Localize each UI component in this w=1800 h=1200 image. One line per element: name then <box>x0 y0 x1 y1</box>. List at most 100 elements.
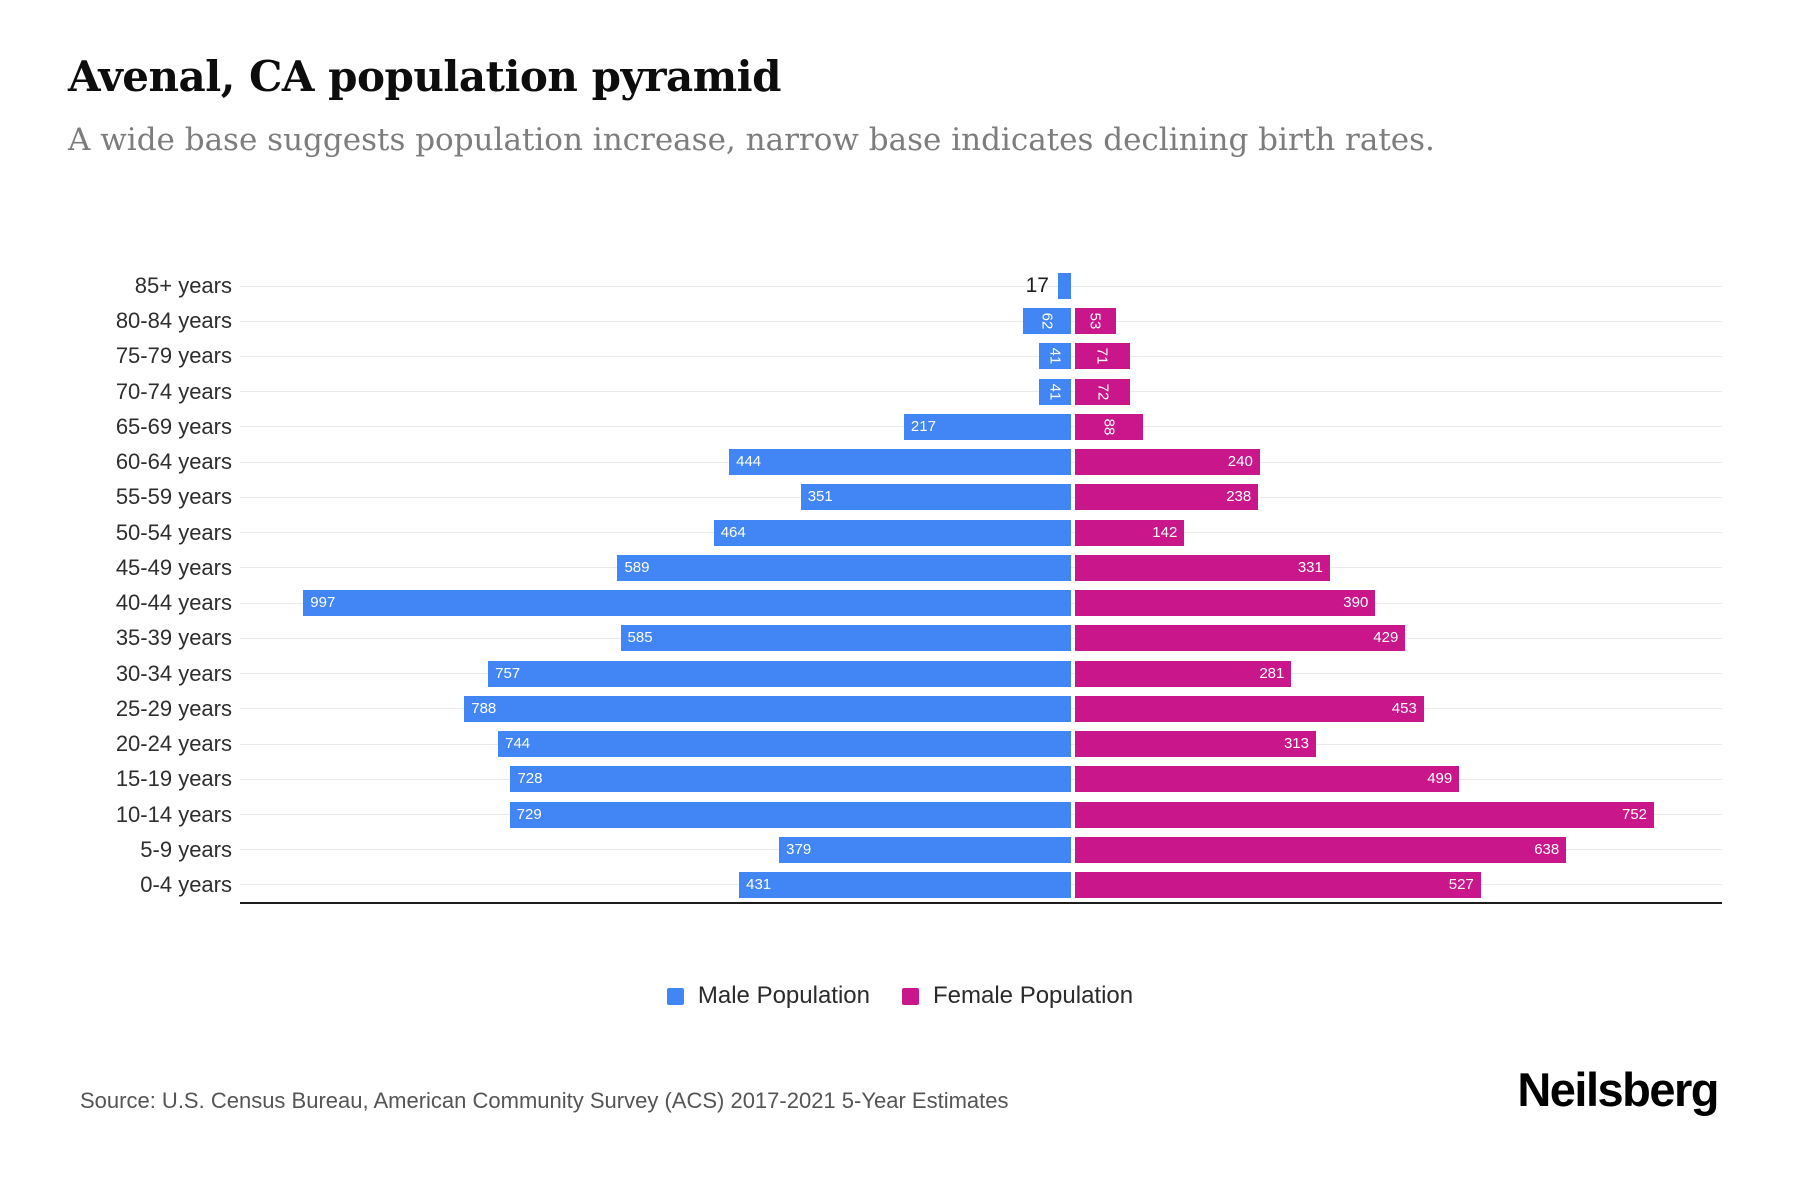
age-group-label: 35-39 years <box>115 625 232 651</box>
male-value-label: 788 <box>471 699 497 717</box>
male-value-label: 464 <box>720 523 746 541</box>
female-value-label: 238 <box>1226 488 1252 506</box>
gridline <box>240 391 1722 393</box>
male-bar[interactable]: 728 <box>510 766 1071 793</box>
gridline <box>240 355 1722 357</box>
male-bar[interactable]: 444 <box>729 449 1071 476</box>
female-bar[interactable]: 638 <box>1075 836 1567 863</box>
chart-title: Avenal, CA population pyramid <box>68 52 781 101</box>
female-bar[interactable]: 453 <box>1075 695 1424 722</box>
male-value-label: 351 <box>807 488 833 506</box>
male-bar[interactable]: 41 <box>1039 378 1071 405</box>
brand-logo: Neilsberg <box>1517 1063 1719 1116</box>
age-group-label: 65-69 years <box>115 413 232 439</box>
female-bar[interactable]: 53 <box>1075 308 1116 335</box>
female-swatch-icon <box>902 987 919 1005</box>
male-value-label: 62 <box>1038 312 1056 330</box>
age-group-label: 60-64 years <box>115 449 232 475</box>
female-bar[interactable]: 313 <box>1075 731 1316 758</box>
chart-legend: Male Population Female Population <box>0 982 1800 1010</box>
male-swatch-icon <box>666 987 684 1005</box>
male-value-label: 589 <box>624 558 650 576</box>
female-bar[interactable]: 429 <box>1075 625 1406 652</box>
female-value-label: 527 <box>1448 875 1474 893</box>
age-group-label: 30-34 years <box>115 660 232 686</box>
legend-male-label: Male Population <box>697 982 870 1009</box>
legend-item-female[interactable]: Female Population <box>902 982 1133 1010</box>
female-bar[interactable]: 142 <box>1075 519 1185 546</box>
age-group-label: 45-49 years <box>115 554 232 580</box>
female-bar[interactable]: 71 <box>1075 343 1130 370</box>
female-bar[interactable]: 390 <box>1075 590 1376 617</box>
male-value-label: 431 <box>746 875 772 893</box>
female-bar[interactable]: 72 <box>1075 378 1131 405</box>
female-bar[interactable]: 238 <box>1075 484 1259 511</box>
gridline <box>240 285 1722 287</box>
age-group-label: 40-44 years <box>115 590 232 616</box>
female-bar[interactable]: 240 <box>1075 449 1260 476</box>
male-bar[interactable]: 744 <box>498 731 1071 758</box>
male-value-label: 41 <box>1046 383 1064 401</box>
male-bar[interactable]: 431 <box>739 871 1071 898</box>
female-bar[interactable]: 499 <box>1075 766 1460 793</box>
chart-subtitle: A wide base suggests population increase… <box>68 122 1435 158</box>
x-axis-line <box>240 901 1722 904</box>
age-group-label: 55-59 years <box>115 484 232 510</box>
female-value-label: 429 <box>1373 629 1399 647</box>
male-value-label: 444 <box>736 453 762 471</box>
male-bar[interactable]: 589 <box>617 554 1071 581</box>
legend-female-label: Female Population <box>933 982 1134 1009</box>
male-bar[interactable]: 729 <box>509 801 1071 828</box>
male-value-label: 729 <box>516 805 542 823</box>
male-bar[interactable]: 464 <box>713 519 1071 546</box>
female-value-label: 53 <box>1086 312 1104 330</box>
female-value-label: 71 <box>1093 348 1111 365</box>
female-value-label: 142 <box>1152 523 1178 541</box>
male-value-label: 728 <box>517 770 543 788</box>
female-value-label: 390 <box>1343 594 1369 612</box>
age-group-label: 10-14 years <box>115 801 232 827</box>
male-bar[interactable]: 379 <box>779 836 1071 863</box>
male-value-label: 744 <box>505 735 531 753</box>
female-bar[interactable]: 281 <box>1075 660 1292 687</box>
male-bar[interactable]: 757 <box>488 660 1071 687</box>
female-value-label: 88 <box>1100 418 1118 436</box>
age-group-label: 80-84 years <box>115 308 232 334</box>
male-bar[interactable]: 41 <box>1039 343 1071 370</box>
male-value-label: 757 <box>495 664 521 682</box>
age-group-label: 85+ years <box>134 273 232 298</box>
male-value-label: 585 <box>627 629 653 647</box>
male-value-label: 217 <box>910 417 936 435</box>
age-group-label: 70-74 years <box>115 378 232 404</box>
pyramid-plot: 85+ years 17 80-84 years 62 53 75-79 years 41 7… <box>115 273 1722 904</box>
male-bar[interactable]: 62 <box>1023 308 1071 335</box>
male-value-label: 997 <box>310 594 336 612</box>
age-group-label: 15-19 years <box>115 766 232 792</box>
male-bar[interactable]: 351 <box>800 484 1071 511</box>
female-bar[interactable]: 331 <box>1075 554 1330 581</box>
male-bar[interactable] <box>1057 273 1071 299</box>
male-bar[interactable]: 997 <box>303 590 1071 617</box>
male-value-label: 41 <box>1046 348 1064 365</box>
male-value-label: 17 <box>1025 274 1049 297</box>
male-bar[interactable]: 585 <box>620 625 1071 652</box>
male-bar[interactable]: 217 <box>903 413 1071 440</box>
gridline <box>240 320 1722 322</box>
female-value-label: 499 <box>1427 770 1453 788</box>
age-group-label: 50-54 years <box>115 519 232 545</box>
age-group-label: 0-4 years <box>140 871 232 897</box>
female-value-label: 313 <box>1283 735 1309 753</box>
age-group-label: 25-29 years <box>115 695 232 721</box>
age-group-label: 5-9 years <box>140 836 232 862</box>
female-bar[interactable]: 527 <box>1075 871 1481 898</box>
female-bar[interactable]: 88 <box>1075 413 1143 440</box>
female-value-label: 281 <box>1259 664 1285 682</box>
male-bar[interactable]: 788 <box>464 695 1071 722</box>
female-value-label: 331 <box>1297 558 1323 576</box>
source-text: Source: U.S. Census Bureau, American Com… <box>80 1088 1009 1113</box>
female-value-label: 453 <box>1391 699 1417 717</box>
legend-item-male[interactable]: Male Population <box>666 982 870 1010</box>
female-bar[interactable]: 752 <box>1075 801 1655 828</box>
female-value-label: 72 <box>1094 383 1112 401</box>
